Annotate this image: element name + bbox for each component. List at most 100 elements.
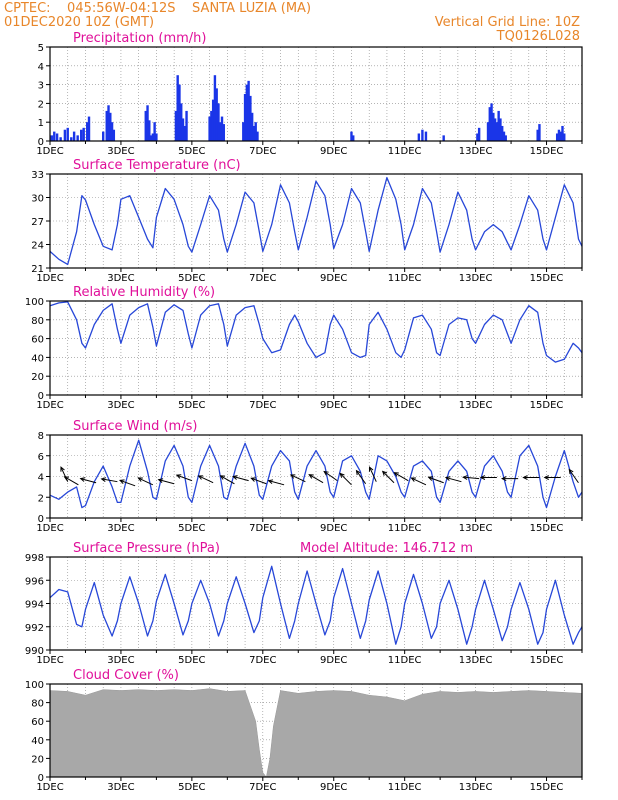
precipitation-bar — [55, 133, 59, 141]
x-tick-label: 7DEC — [249, 273, 276, 284]
wind-arrow-head — [119, 479, 125, 484]
precipitation-bar — [213, 75, 217, 141]
precipitation-bar — [252, 125, 256, 141]
wind-arrow-head — [427, 476, 434, 481]
precipitation-bar — [220, 116, 224, 141]
wind-arrow-shaft — [268, 480, 285, 486]
precipitation-bar — [53, 131, 56, 141]
precipitation-bar — [102, 131, 105, 141]
x-tick-label: 7DEC — [249, 400, 276, 411]
y-tick-label: 998 — [25, 553, 44, 564]
wind-arrow-head — [568, 468, 574, 475]
y-tick-label: 100 — [25, 680, 44, 691]
cloud-cover-area — [49, 688, 583, 778]
panel-frame — [49, 173, 583, 269]
x-tick-label: 13DEC — [459, 146, 493, 157]
precipitation-bar — [538, 124, 541, 141]
panel-frame — [49, 46, 583, 142]
x-tick-label: 11DEC — [388, 782, 422, 793]
precipitation-bar — [499, 118, 502, 141]
y-tick-label: 994 — [25, 600, 44, 611]
precipitation-bar — [183, 125, 186, 141]
y-tick-label: 4 — [38, 473, 44, 484]
header-left-line2: 01DEC2020 10Z (GMT) — [4, 15, 155, 30]
x-tick-label: 1DEC — [36, 782, 63, 793]
precipitation-bar — [107, 105, 110, 141]
panel-frame — [49, 434, 583, 519]
wind-arrow-head — [479, 475, 486, 480]
precipitation-bar — [178, 84, 181, 141]
y-tick-label: 0 — [38, 773, 44, 784]
y-tick-label: 80 — [31, 699, 44, 710]
precipitation-bar — [59, 137, 62, 141]
panel-title: Surface Pressure (hPa) — [73, 541, 220, 556]
precipitation-bar — [219, 122, 222, 141]
x-tick-label: 5DEC — [178, 523, 205, 534]
surface-pressure-hpa-line — [49, 565, 583, 645]
precipitation-bar — [242, 122, 245, 141]
precipitation-bar — [217, 103, 220, 141]
header-right-line1: Vertical Grid Line: 10Z — [434, 15, 580, 30]
precipitation-bar — [417, 133, 421, 141]
y-tick-label: 30 — [31, 194, 44, 205]
panel-title: Surface Temperature (nC) — [73, 158, 241, 173]
wind-arrow-head — [197, 475, 204, 480]
wind-arrow-shaft — [290, 474, 306, 483]
wind-arrow-head — [393, 472, 399, 477]
x-tick-label: 3DEC — [107, 782, 134, 793]
x-tick-label: 11DEC — [388, 523, 422, 534]
wind-arrow-shaft — [158, 479, 175, 485]
wind-arrow-head — [522, 475, 528, 480]
precipitation-bar — [112, 129, 116, 141]
precipitation-bar — [486, 122, 490, 141]
x-tick-label: 1DEC — [36, 400, 63, 411]
wind-arrow-shaft — [428, 476, 444, 484]
wind-arrow-head — [219, 475, 226, 480]
wind-arrow-head — [381, 470, 388, 476]
precipitation-bar — [256, 131, 259, 141]
wind-arrow-head — [323, 470, 329, 476]
surface-temperature-nc-line — [49, 176, 583, 266]
x-tick-label: 9DEC — [320, 400, 347, 411]
wind-arrow-shaft — [411, 477, 427, 486]
wind-arrow-shaft — [369, 466, 377, 482]
x-tick-label: 9DEC — [320, 523, 347, 534]
y-tick-label: 60 — [31, 335, 44, 346]
precipitation-bar — [50, 135, 53, 141]
precipitation-bar — [492, 112, 495, 141]
wind-arrow-head — [308, 474, 314, 479]
wind-arrow-head — [60, 466, 65, 472]
wind-arrow-head — [289, 474, 296, 479]
precipitation-bar — [86, 122, 89, 141]
x-tick-label: 7DEC — [249, 523, 276, 534]
header-left-line1: CPTEC: 045:56W-04:12S SANTA LUZIA (MA) — [4, 1, 312, 16]
x-tick-label: 13DEC — [459, 782, 493, 793]
x-tick-label: 5DEC — [178, 146, 205, 157]
x-tick-label: 5DEC — [178, 655, 205, 666]
x-tick-label: 15DEC — [530, 400, 564, 411]
panel-annotation: Model Altitude: 146.712 m — [300, 541, 473, 556]
precipitation-bar — [174, 110, 178, 141]
wind-arrow-shaft — [568, 469, 579, 484]
precipitation-bar — [208, 116, 211, 141]
precipitation-bar — [72, 131, 76, 141]
wind-arrow-head — [543, 475, 549, 480]
precipitation-bar — [87, 116, 91, 141]
x-tick-label: 3DEC — [107, 655, 134, 666]
wind-arrow-shaft — [233, 476, 249, 482]
wind-arrow-head — [100, 477, 107, 482]
precipitation-bar — [442, 135, 445, 141]
y-tick-label: 80 — [31, 316, 44, 327]
panel-frame — [49, 683, 583, 778]
precipitation-bar — [250, 112, 254, 141]
x-tick-label: 7DEC — [249, 655, 276, 666]
y-tick-label: 3 — [38, 81, 44, 92]
x-tick-label: 13DEC — [459, 655, 493, 666]
wind-arrow-shaft — [356, 470, 367, 485]
precipitation-bar — [488, 107, 491, 141]
x-tick-label: 9DEC — [320, 655, 347, 666]
y-tick-label: 992 — [25, 623, 44, 634]
precipitation-bar — [490, 103, 493, 141]
x-tick-label: 11DEC — [388, 400, 422, 411]
panel-frame — [49, 300, 583, 396]
